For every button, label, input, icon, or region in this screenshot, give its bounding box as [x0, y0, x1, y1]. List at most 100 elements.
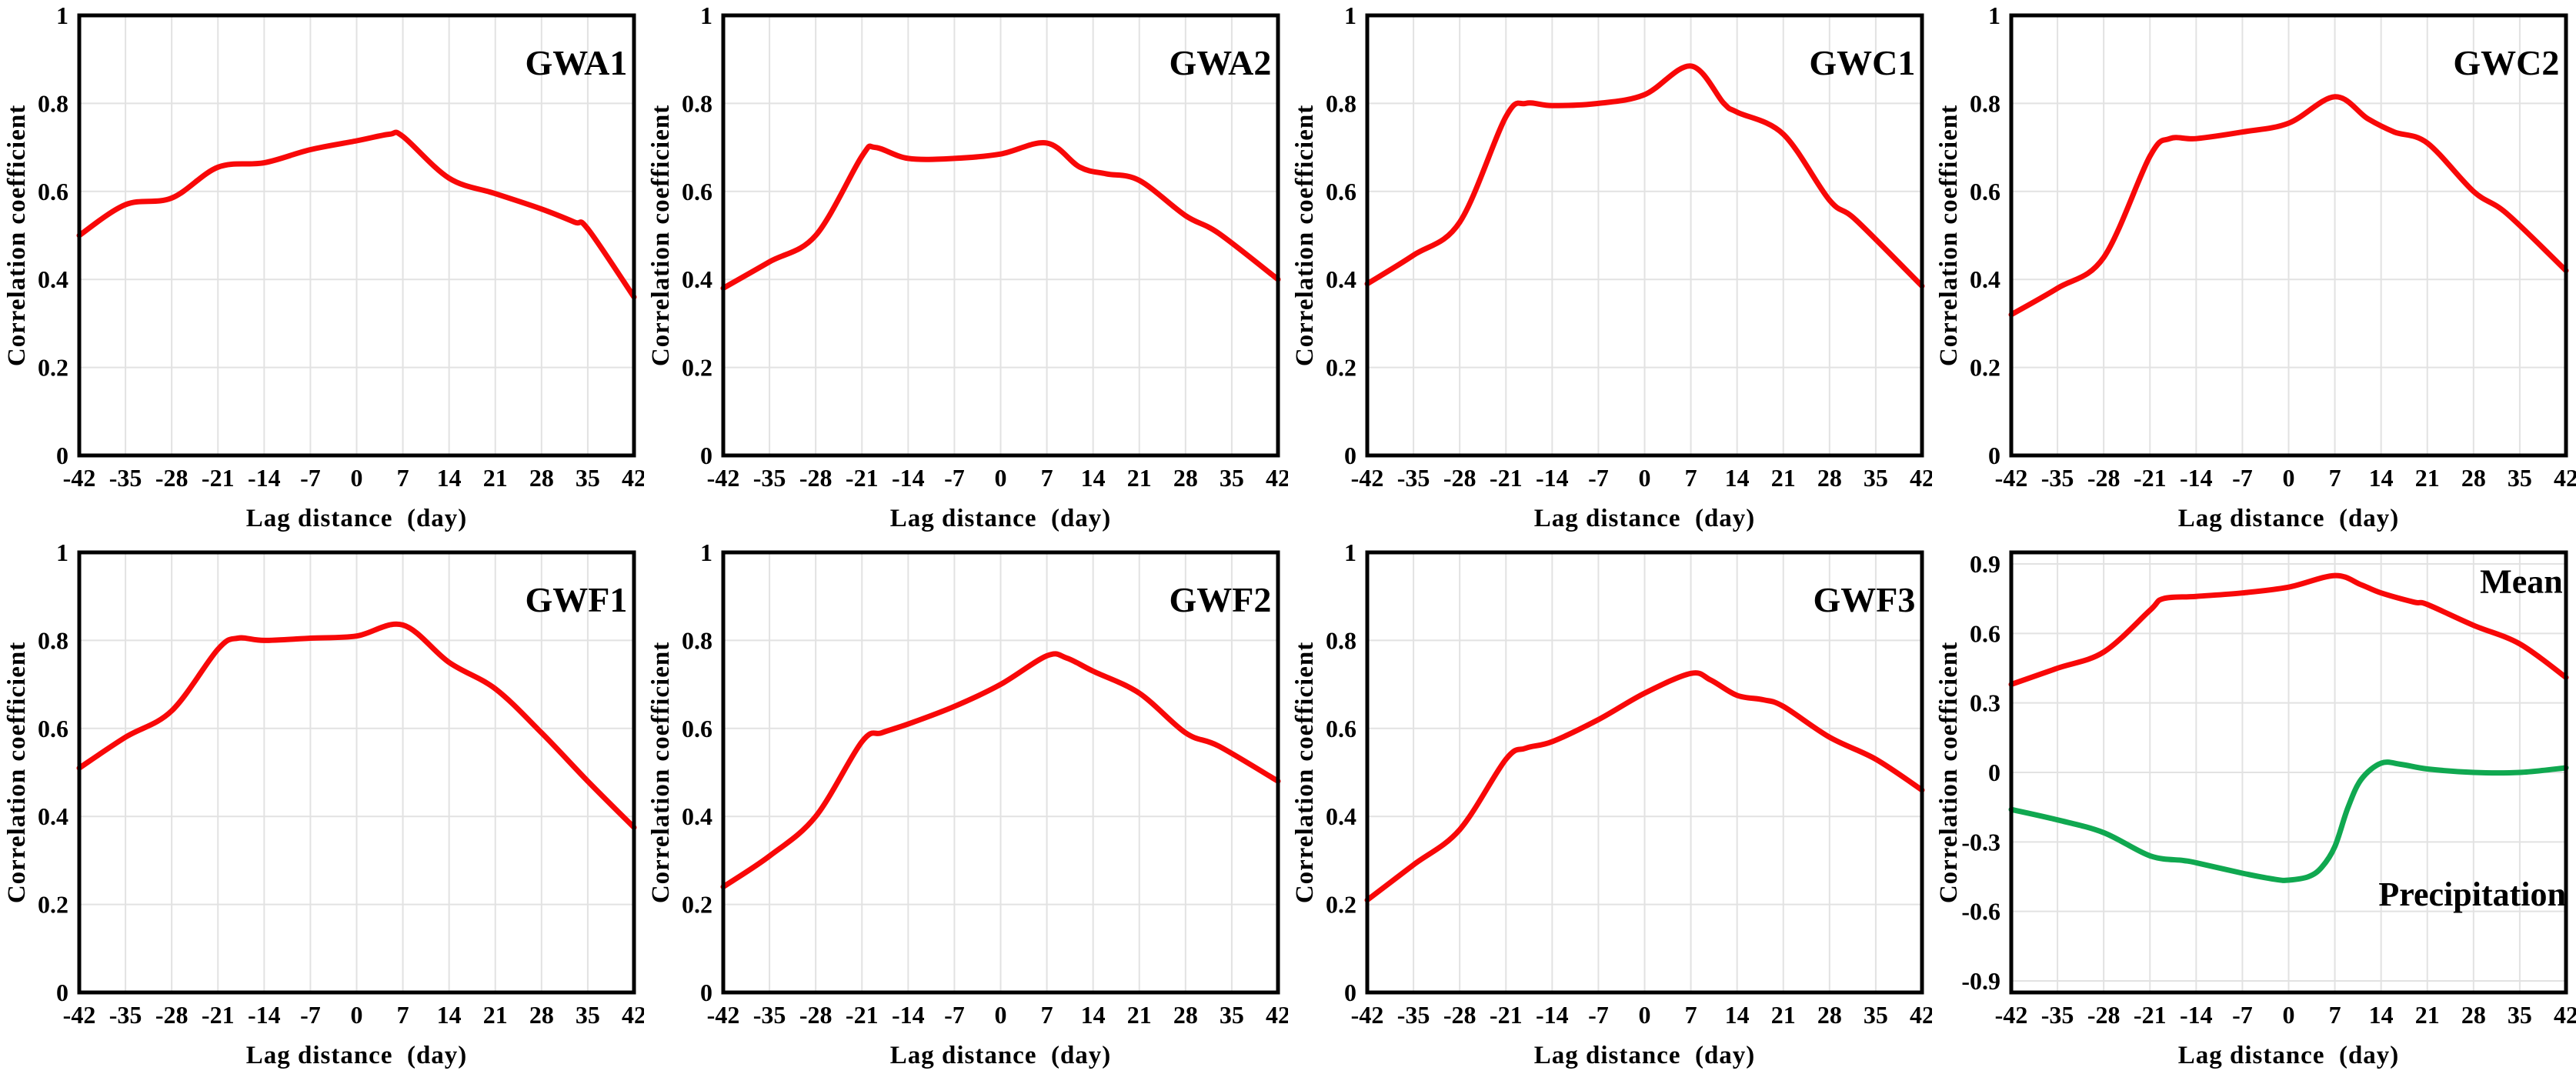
x-axis-label: Lag distance (day) — [246, 505, 468, 532]
x-tick-label: 14 — [2369, 1001, 2394, 1029]
x-tick-label: -28 — [155, 464, 189, 492]
x-tick-label: 42 — [1266, 1001, 1288, 1029]
x-tick-label: 35 — [1864, 1001, 1888, 1029]
y-axis-label: Correlation coefficient — [3, 642, 31, 903]
x-tick-label: 21 — [1127, 464, 1152, 492]
plot-frame — [77, 13, 636, 458]
x-axis-label: Lag distance (day) — [1534, 1042, 1756, 1069]
x-tick-label: 0 — [1639, 464, 1651, 492]
y-tick-label: 0.4 — [1326, 265, 1356, 293]
grid-lines — [2011, 552, 2566, 992]
grid-lines — [79, 15, 634, 455]
x-tick-label: -7 — [300, 1001, 321, 1029]
x-tick-label: 7 — [397, 464, 409, 492]
plot-frame — [2009, 13, 2568, 458]
x-tick-label: -14 — [248, 1001, 281, 1029]
y-tick-label: 0.2 — [1326, 891, 1356, 919]
y-tick-label: 1 — [1988, 2, 2000, 29]
grid-lines — [1367, 552, 1922, 992]
x-axis-label: Lag distance (day) — [890, 505, 1112, 532]
plot-frame — [721, 13, 1280, 458]
x-tick-label: 28 — [1817, 1001, 1842, 1029]
x-tick-label: 14 — [437, 464, 462, 492]
x-tick-label: -7 — [944, 1001, 965, 1029]
x-axis-label: Lag distance (day) — [1534, 505, 1756, 532]
x-tick-label: -21 — [202, 1001, 235, 1029]
y-tick-label: 1 — [1344, 2, 1356, 29]
y-tick-label: 0.6 — [1326, 178, 1356, 205]
x-tick-label: -7 — [2232, 464, 2253, 492]
y-tick-label: 1 — [1344, 539, 1356, 566]
x-axis-label: Lag distance (day) — [246, 1042, 468, 1069]
series-curve-gwc2 — [2008, 94, 2569, 318]
x-tick-label: -14 — [2180, 1001, 2213, 1029]
x-tick-label: -14 — [1536, 464, 1569, 492]
x-tick-label: -28 — [1443, 464, 1477, 492]
plot-frame — [1365, 13, 1924, 458]
x-tick-label: 28 — [1173, 1001, 1198, 1029]
chart-panel-gwa1: -42 -35 -28 -21 -14 -7 0 7 14 21 28 35 42 1 0.8 0.6 0.4 0… — [0, 0, 644, 537]
x-tick-label: 35 — [2508, 1001, 2532, 1029]
x-tick-label: 28 — [1817, 464, 1842, 492]
panel-title-gwc2: GWC2 — [2453, 43, 2559, 82]
x-tick-label: 7 — [2329, 464, 2341, 492]
x-tick-label: -7 — [1588, 464, 1609, 492]
x-tick-label: -42 — [707, 1001, 740, 1029]
grid-lines — [723, 552, 1278, 992]
x-tick-label: 42 — [1910, 464, 1932, 492]
chart-panel-gwf1: -42 -35 -28 -21 -14 -7 0 7 14 21 28 35 42 1 0.8 0.6 0.4 0… — [0, 537, 644, 1074]
y-tick-label: 0.8 — [1326, 626, 1356, 654]
y-tick-label: 0.8 — [682, 626, 712, 654]
x-tick-label: 0 — [995, 464, 1007, 492]
x-tick-label: -28 — [2087, 1001, 2121, 1029]
series-curve-gwa1 — [76, 129, 637, 300]
x-tick-label: 21 — [2415, 1001, 2440, 1029]
y-tick-label: 0.2 — [38, 354, 68, 382]
y-axis-label: Correlation coefficient — [1291, 642, 1319, 903]
x-tick-label: -21 — [2134, 1001, 2167, 1029]
x-tick-label: -7 — [944, 464, 965, 492]
series-curve-gwa2 — [720, 140, 1281, 292]
y-tick-label: 0.4 — [38, 802, 68, 830]
series-curve-gwc1 — [1364, 63, 1925, 289]
y-tick-label: 0.6 — [1970, 619, 2000, 647]
y-tick-label: 0.8 — [1970, 89, 2000, 117]
x-tick-label: -28 — [799, 464, 833, 492]
x-tick-label: -42 — [1351, 1001, 1384, 1029]
panel-title-gwf1: GWF1 — [526, 580, 628, 619]
x-tick-label: -42 — [707, 464, 740, 492]
x-tick-label: -42 — [1995, 464, 2028, 492]
x-tick-label: -21 — [846, 464, 879, 492]
y-tick-label: 0.4 — [682, 802, 712, 830]
x-tick-label: 42 — [2554, 464, 2576, 492]
x-tick-label: 42 — [622, 1001, 644, 1029]
x-tick-label: 14 — [1081, 464, 1106, 492]
series-label-precipitation: Precipitation — [2378, 876, 2566, 913]
y-tick-label: 0.8 — [38, 89, 68, 117]
y-axis-label: Correlation coefficient — [1935, 642, 1963, 903]
x-tick-label: 21 — [483, 1001, 508, 1029]
x-tick-label: -14 — [1536, 1001, 1569, 1029]
x-tick-label: -35 — [109, 1001, 142, 1029]
x-tick-label: 28 — [2461, 464, 2486, 492]
chart-panel-mean-precip: -42 -35 -28 -21 -14 -7 0 7 14 21 28 35 42 0.9 0.6 0.3 0 -… — [1932, 537, 2576, 1074]
y-axis-label: Correlation coefficient — [1935, 105, 1963, 366]
x-tick-label: 35 — [576, 464, 600, 492]
x-axis-label: Lag distance (day) — [2178, 505, 2400, 532]
y-tick-label: 0 — [1988, 759, 2000, 786]
grid-lines — [2011, 15, 2566, 455]
y-tick-label: 0.4 — [38, 265, 68, 293]
x-tick-label: 0 — [351, 1001, 363, 1029]
x-tick-label: -42 — [63, 464, 96, 492]
x-tick-label: 14 — [2369, 464, 2394, 492]
x-tick-label: 21 — [1771, 464, 1796, 492]
x-tick-label: -35 — [109, 464, 142, 492]
series-curve-gwf2 — [720, 651, 1281, 890]
x-tick-label: -7 — [2232, 1001, 2253, 1029]
y-tick-label: 1 — [56, 2, 68, 29]
x-tick-label: 35 — [1864, 464, 1888, 492]
y-tick-label: 0.4 — [682, 265, 712, 293]
series-curve-mean — [2008, 572, 2569, 688]
y-tick-label: -0.6 — [1961, 898, 2000, 926]
